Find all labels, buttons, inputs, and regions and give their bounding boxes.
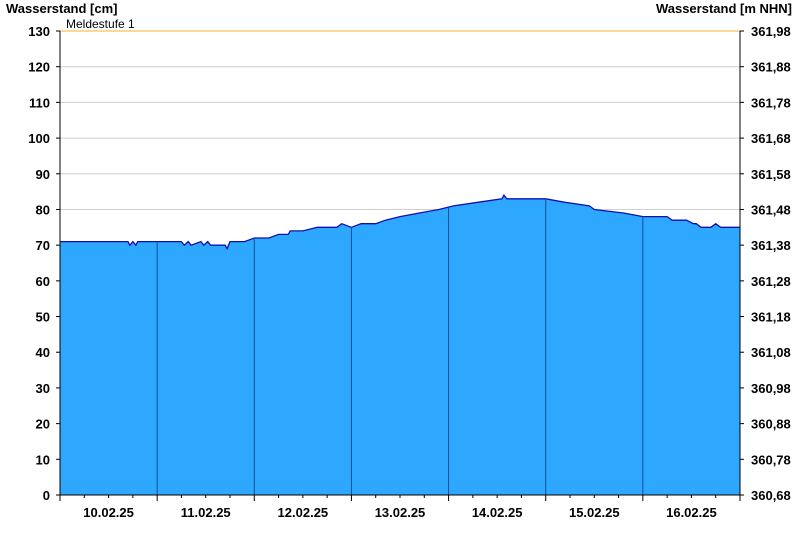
y-axis-title-right: Wasserstand [m NHN]: [656, 1, 792, 16]
threshold-line-group: Meldestufe 1: [60, 17, 740, 32]
series-area: [60, 195, 740, 495]
y-tick-label-left: 50: [36, 310, 50, 325]
x-tick-label: 16.02.25: [666, 505, 717, 520]
y-tick-label-right: 360,88: [751, 417, 791, 432]
y-tick-label-left: 70: [36, 238, 50, 253]
y-tick-label-left: 30: [36, 381, 50, 396]
y-tick-label-right: 361,68: [751, 131, 791, 146]
y-tick-label-left: 120: [28, 60, 50, 75]
y-tick-label-right: 361,98: [751, 24, 791, 39]
y-tick-label-left: 60: [36, 274, 50, 289]
y-tick-label-left: 40: [36, 345, 50, 360]
threshold-label: Meldestufe 1: [66, 17, 135, 31]
y-tick-label-right: 361,38: [751, 238, 791, 253]
y-tick-label-right: 361,18: [751, 310, 791, 325]
y-tick-label-left: 20: [36, 417, 50, 432]
series-line: [60, 194, 740, 251]
day-separators: [156, 198, 644, 495]
y-tick-label-right: 360,78: [751, 452, 791, 467]
y-tick-label-right: 361,88: [751, 60, 791, 75]
y-tick-label-left: 10: [36, 452, 50, 467]
x-tick-label: 14.02.25: [472, 505, 523, 520]
y-tick-label-right: 360,68: [751, 488, 791, 503]
y-tick-label-right: 361,48: [751, 202, 791, 217]
x-tick-label: 13.02.25: [375, 505, 426, 520]
y-tick-label-right: 361,08: [751, 345, 791, 360]
right-tick-labels: 360,68 360,78 360,88 360,98 361,08 361,18 361,…: [740, 24, 791, 503]
y-axis-title-left: Wasserstand [cm]: [6, 1, 118, 16]
x-tick-label: 15.02.25: [569, 505, 620, 520]
x-tick-label: 11.02.25: [181, 505, 231, 520]
data-area-group: [60, 194, 740, 495]
x-tick-label: 10.02.25: [83, 505, 134, 520]
y-tick-label-left: 80: [36, 202, 50, 217]
y-tick-label-left: 110: [29, 95, 50, 110]
left-tick-labels: 0 10 20 30 40 50 60 70 80 90 100 110 120 130: [28, 24, 60, 503]
y-tick-label-right: 360,98: [751, 381, 791, 396]
y-tick-label-right: 361,28: [751, 274, 791, 289]
y-tick-label-left: 100: [28, 131, 50, 146]
y-tick-label-left: 130: [28, 24, 50, 39]
y-tick-label-right: 361,78: [751, 95, 791, 110]
y-tick-label-left: 90: [36, 167, 50, 182]
x-tick-label: 12.02.25: [278, 505, 329, 520]
y-tick-label-left: 0: [43, 488, 50, 503]
y-tick-label-right: 361,58: [751, 167, 791, 182]
x-tick-labels: 10.02.25 11.02.25 12.02.25 13.02.25 14.02.25…: [59, 495, 741, 520]
